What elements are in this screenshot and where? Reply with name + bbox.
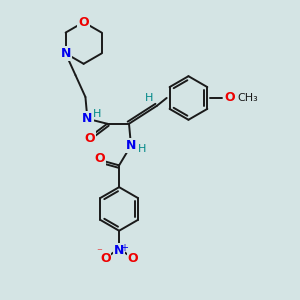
Text: O: O xyxy=(128,252,138,265)
Text: O: O xyxy=(100,252,110,265)
Text: N: N xyxy=(60,47,71,60)
Text: N: N xyxy=(126,139,136,152)
Text: N: N xyxy=(114,244,124,257)
Text: H: H xyxy=(93,109,101,119)
Text: O: O xyxy=(78,16,89,29)
Text: O: O xyxy=(94,152,105,165)
Text: O: O xyxy=(224,92,235,104)
Text: H: H xyxy=(138,143,146,154)
Text: H: H xyxy=(145,93,153,103)
Text: CH₃: CH₃ xyxy=(237,93,258,103)
Text: ⁻: ⁻ xyxy=(96,248,102,257)
Text: O: O xyxy=(84,132,95,145)
Text: +: + xyxy=(120,243,128,253)
Text: N: N xyxy=(82,112,93,125)
